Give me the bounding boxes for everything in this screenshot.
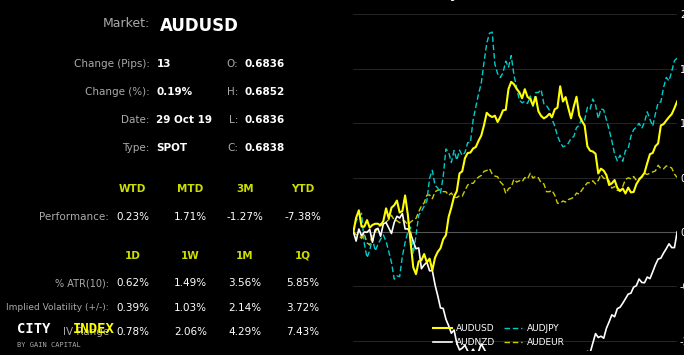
Text: 0.39%: 0.39% [116,303,149,313]
Title: 10-Day Relative Performance: 10-Day Relative Performance [406,0,625,1]
Text: MTD: MTD [177,185,204,195]
Text: 0.6836: 0.6836 [245,115,285,125]
Text: 1D: 1D [124,251,140,261]
Text: 1M: 1M [236,251,254,261]
Text: 3.56%: 3.56% [228,278,261,288]
Text: 3.72%: 3.72% [286,303,319,313]
Text: -1.27%: -1.27% [226,212,263,222]
Legend: AUDUSD, AUDNZD, AUDJPY, AUDEUR: AUDUSD, AUDNZD, AUDJPY, AUDEUR [430,321,568,350]
Text: 2.14%: 2.14% [228,303,261,313]
Text: 0.23%: 0.23% [116,212,149,222]
Text: H:: H: [226,87,238,97]
Text: Market:: Market: [103,17,150,31]
Text: 0.6838: 0.6838 [245,143,285,153]
Text: INDEX: INDEX [73,322,115,336]
Text: 0.62%: 0.62% [116,278,149,288]
Text: Change (%):: Change (%): [85,87,150,97]
Text: 0.19%: 0.19% [157,87,192,97]
Text: 29 Oct 19: 29 Oct 19 [157,115,213,125]
Text: 7.43%: 7.43% [286,327,319,337]
Text: YTD: YTD [291,185,314,195]
Text: IV Range: IV Range [62,327,109,337]
Text: Date:: Date: [121,115,150,125]
Text: BY GAIN CAPITAL: BY GAIN CAPITAL [17,342,81,348]
Text: 0.6852: 0.6852 [245,87,285,97]
Text: C:: C: [227,143,238,153]
Text: WTD: WTD [119,185,146,195]
Text: Implied Volatility (+/-):: Implied Volatility (+/-): [6,303,109,312]
Text: 3M: 3M [236,185,254,195]
Text: AUDUSD: AUDUSD [160,17,239,36]
Text: O:: O: [226,59,238,69]
Text: 5.85%: 5.85% [286,278,319,288]
Text: 4.29%: 4.29% [228,327,261,337]
Text: 1.49%: 1.49% [174,278,207,288]
Text: Performance:: Performance: [39,212,109,222]
Text: 0.6836: 0.6836 [245,59,285,69]
Text: -7.38%: -7.38% [284,212,321,222]
Text: 2.06%: 2.06% [174,327,207,337]
Text: L:: L: [228,115,238,125]
Text: 1.71%: 1.71% [174,212,207,222]
Text: 1W: 1W [181,251,200,261]
Text: SPOT: SPOT [157,143,187,153]
Text: 1Q: 1Q [295,251,311,261]
Text: CITY: CITY [17,322,51,336]
Text: 13: 13 [157,59,171,69]
Text: % ATR(10):: % ATR(10): [55,278,109,288]
Text: 1.03%: 1.03% [174,303,207,313]
Text: Change (Pips):: Change (Pips): [74,59,150,69]
Text: Type:: Type: [122,143,150,153]
Text: 0.78%: 0.78% [116,327,149,337]
